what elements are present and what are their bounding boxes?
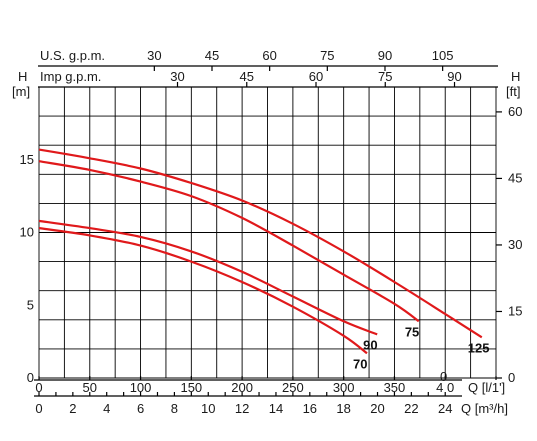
m3h-tick-label: 12 <box>235 401 249 416</box>
curve-label-75: 75 <box>405 324 419 339</box>
curve-labels: 125 75 90 70 <box>353 324 489 371</box>
impgpm-tick-label: 60 <box>309 69 323 84</box>
bottom-axis-m3h-label: Q [m³/h] <box>461 401 508 416</box>
left-axis-h-label: H <box>18 69 27 84</box>
usgpm-tick-label: 30 <box>147 48 161 63</box>
m3h-tick-label: 20 <box>370 401 384 416</box>
lmin-tick-label: 350 <box>384 380 406 395</box>
impgpm-tick-label: 30 <box>170 69 184 84</box>
right-axis-tick-label: 30 <box>508 237 522 252</box>
left-axis-tick-label: 0 <box>27 370 34 385</box>
lmin-tick-label: 300 <box>333 380 355 395</box>
m3h-tick-label: 4 <box>103 401 110 416</box>
curve-75 <box>38 160 420 323</box>
usgpm-tick-label: 90 <box>378 48 392 63</box>
m3h-tick-label: 10 <box>201 401 215 416</box>
m3h-tick-label: 0 <box>35 401 42 416</box>
bottom-axis-extra-mark: 0 <box>440 369 447 384</box>
imp-gpm-axis-label: Imp g.p.m. <box>40 69 101 84</box>
performance-curves <box>38 148 483 355</box>
chart-grid <box>34 65 502 397</box>
m3h-tick-label: 18 <box>336 401 350 416</box>
left-axis-tick-label: 10 <box>20 225 34 240</box>
left-axis-tick-label: 15 <box>20 152 34 167</box>
lmin-tick-label: 200 <box>231 380 253 395</box>
impgpm-tick-label: 45 <box>240 69 254 84</box>
right-axis-h-label: H <box>511 69 520 84</box>
right-axis-tick-label: 0 <box>508 370 515 385</box>
usgpm-tick-label: 45 <box>205 48 219 63</box>
impgpm-tick-label: 75 <box>378 69 392 84</box>
impgpm-tick-label: 90 <box>447 69 461 84</box>
m3h-tick-label: 2 <box>69 401 76 416</box>
lmin-tick-label: 250 <box>282 380 304 395</box>
curve-label-70: 70 <box>353 356 367 371</box>
m3h-tick-label: 14 <box>269 401 283 416</box>
left-axis-unit-label: [m] <box>12 84 30 99</box>
lmin-tick-label: 150 <box>180 380 202 395</box>
usgpm-tick-label: 105 <box>432 48 454 63</box>
lmin-tick-label: 50 <box>83 380 97 395</box>
m3h-tick-label: 16 <box>303 401 317 416</box>
right-axis-tick-label: 45 <box>508 170 522 185</box>
right-axis-unit-label: [ft] <box>506 84 520 99</box>
curve-125 <box>38 148 483 339</box>
curve-label-90: 90 <box>363 337 377 352</box>
curve-70 <box>38 227 368 355</box>
curve-90 <box>38 219 378 336</box>
usgpm-tick-label: 75 <box>320 48 334 63</box>
usgpm-tick-label: 60 <box>262 48 276 63</box>
us-gpm-axis-label: U.S. g.p.m. <box>40 48 105 63</box>
axis-texts: U.S. g.p.m. Imp g.p.m. H [m] H [ft] Q [l… <box>12 48 522 416</box>
m3h-tick-label: 24 <box>438 401 452 416</box>
m3h-tick-label: 22 <box>404 401 418 416</box>
lmin-tick-label: 0 <box>35 380 42 395</box>
left-axis-tick-label: 5 <box>27 297 34 312</box>
bottom-axis-lmin-label: Q [l/1'] <box>468 380 505 395</box>
m3h-tick-label: 6 <box>137 401 144 416</box>
right-axis-tick-label: 60 <box>508 104 522 119</box>
right-axis-tick-label: 15 <box>508 303 522 318</box>
lmin-tick-label: 100 <box>130 380 152 395</box>
curve-label-125: 125 <box>468 340 490 355</box>
m3h-tick-label: 8 <box>171 401 178 416</box>
lmin-tick-label: 4 0 <box>436 380 454 395</box>
